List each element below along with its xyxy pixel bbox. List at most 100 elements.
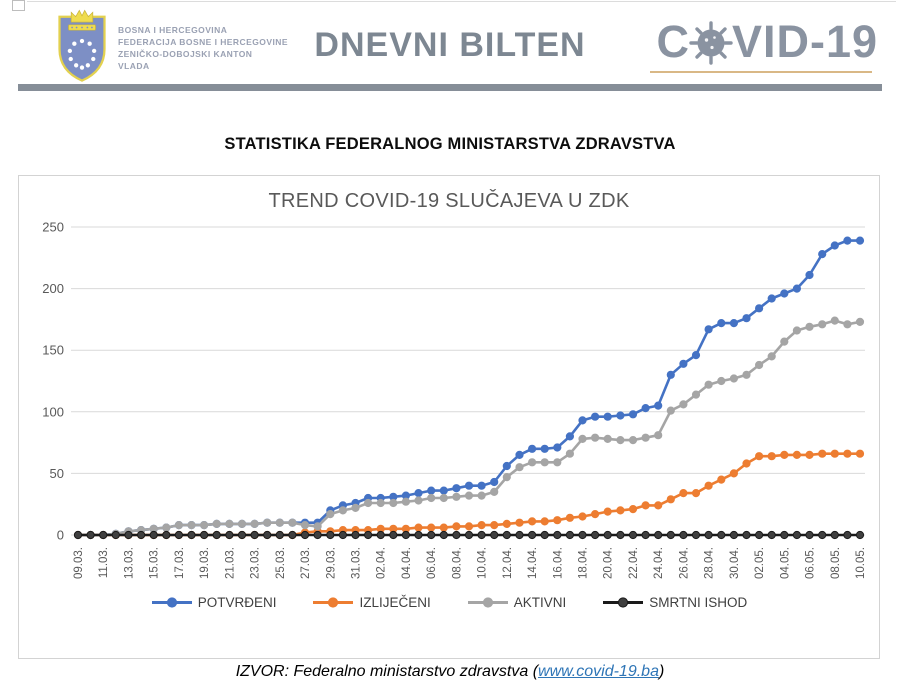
data-point bbox=[464, 522, 474, 531]
x-tick-label: 29.03. bbox=[325, 547, 337, 579]
series-AKTIVNI bbox=[73, 316, 865, 540]
data-point bbox=[502, 519, 511, 528]
data-point bbox=[729, 374, 739, 383]
data-point bbox=[338, 530, 347, 540]
x-tick-label: 14.04. bbox=[527, 547, 539, 579]
data-point bbox=[818, 449, 827, 458]
data-point bbox=[578, 416, 587, 425]
data-point bbox=[616, 506, 625, 515]
data-point bbox=[780, 450, 789, 459]
data-point bbox=[729, 319, 739, 328]
data-point bbox=[149, 530, 158, 540]
data-point bbox=[843, 449, 852, 458]
data-point bbox=[212, 530, 221, 540]
data-point bbox=[200, 521, 209, 530]
window-artifact-square bbox=[12, 0, 25, 11]
data-point bbox=[427, 486, 436, 495]
data-point bbox=[515, 518, 524, 527]
data-point bbox=[313, 522, 322, 531]
x-tick-label: 11.03. bbox=[98, 547, 110, 578]
data-point bbox=[767, 352, 776, 361]
gov-line-4: VLADA bbox=[118, 61, 150, 71]
data-point bbox=[855, 530, 865, 540]
data-point bbox=[540, 458, 549, 467]
data-point bbox=[591, 530, 600, 540]
data-point bbox=[452, 522, 461, 531]
source-link[interactable]: www.covid-19.ba bbox=[538, 663, 659, 680]
covid-19-logo: C VID-19 bbox=[656, 16, 878, 68]
data-point bbox=[755, 530, 764, 540]
data-point bbox=[174, 521, 183, 530]
x-tick-label: 19.03. bbox=[199, 547, 211, 579]
data-point bbox=[225, 519, 234, 528]
x-tick-label: 13.03. bbox=[123, 547, 135, 579]
data-point bbox=[591, 510, 600, 519]
data-point bbox=[187, 521, 196, 530]
data-point bbox=[641, 433, 650, 442]
x-tick-label: 08.05. bbox=[830, 547, 842, 579]
data-point bbox=[73, 530, 83, 540]
data-point bbox=[237, 530, 247, 540]
data-point bbox=[351, 530, 360, 540]
data-point bbox=[162, 530, 171, 540]
legend-marker-icon bbox=[151, 597, 192, 608]
data-point bbox=[679, 489, 688, 498]
data-point bbox=[818, 530, 827, 540]
data-point bbox=[389, 498, 398, 508]
data-point bbox=[99, 530, 108, 540]
data-point bbox=[780, 337, 789, 346]
data-point bbox=[275, 530, 284, 540]
x-tick-label: 10.05. bbox=[855, 547, 867, 579]
data-point bbox=[502, 473, 511, 482]
data-point bbox=[237, 519, 247, 528]
data-point bbox=[818, 250, 827, 259]
data-point bbox=[792, 326, 802, 335]
source-suffix: ) bbox=[658, 663, 665, 680]
data-point bbox=[830, 241, 839, 250]
data-point bbox=[553, 516, 562, 525]
data-point bbox=[679, 400, 688, 409]
data-point bbox=[704, 530, 713, 540]
virus-icon bbox=[689, 21, 733, 65]
data-point bbox=[427, 523, 436, 532]
data-point bbox=[691, 489, 701, 498]
data-point bbox=[439, 493, 448, 503]
data-point bbox=[477, 491, 486, 500]
data-point bbox=[376, 530, 385, 540]
data-point bbox=[477, 521, 486, 530]
data-point bbox=[376, 498, 385, 508]
data-point bbox=[591, 433, 600, 442]
data-point bbox=[439, 530, 448, 540]
data-point bbox=[603, 530, 612, 540]
data-point bbox=[679, 359, 688, 368]
data-point bbox=[830, 316, 839, 325]
data-point bbox=[565, 513, 575, 522]
data-point bbox=[855, 449, 865, 458]
data-point bbox=[717, 475, 726, 484]
data-point bbox=[780, 289, 789, 298]
data-point bbox=[137, 530, 146, 540]
data-point bbox=[616, 411, 625, 420]
x-tick-label: 30.04. bbox=[729, 547, 741, 579]
government-name-block: BOSNA I HERCEGOVINA FEDERACIJA BOSNE I H… bbox=[118, 24, 288, 72]
data-point bbox=[717, 319, 726, 328]
x-tick-label: 23.03. bbox=[250, 547, 262, 579]
data-point bbox=[401, 530, 410, 540]
x-tick-label: 24.04. bbox=[653, 547, 665, 579]
data-point bbox=[439, 486, 448, 495]
data-point bbox=[767, 530, 776, 540]
data-point bbox=[313, 530, 322, 540]
data-point bbox=[502, 461, 511, 471]
data-point bbox=[300, 530, 310, 540]
data-point bbox=[439, 523, 448, 532]
data-point bbox=[616, 436, 625, 445]
data-point bbox=[452, 484, 461, 493]
data-point bbox=[679, 530, 688, 540]
data-point bbox=[805, 270, 814, 280]
x-tick-label: 16.04. bbox=[552, 547, 564, 579]
data-point bbox=[603, 507, 612, 516]
data-point bbox=[212, 519, 221, 528]
data-point bbox=[755, 304, 764, 313]
y-tick-label: 100 bbox=[42, 404, 64, 419]
data-point bbox=[174, 530, 183, 540]
